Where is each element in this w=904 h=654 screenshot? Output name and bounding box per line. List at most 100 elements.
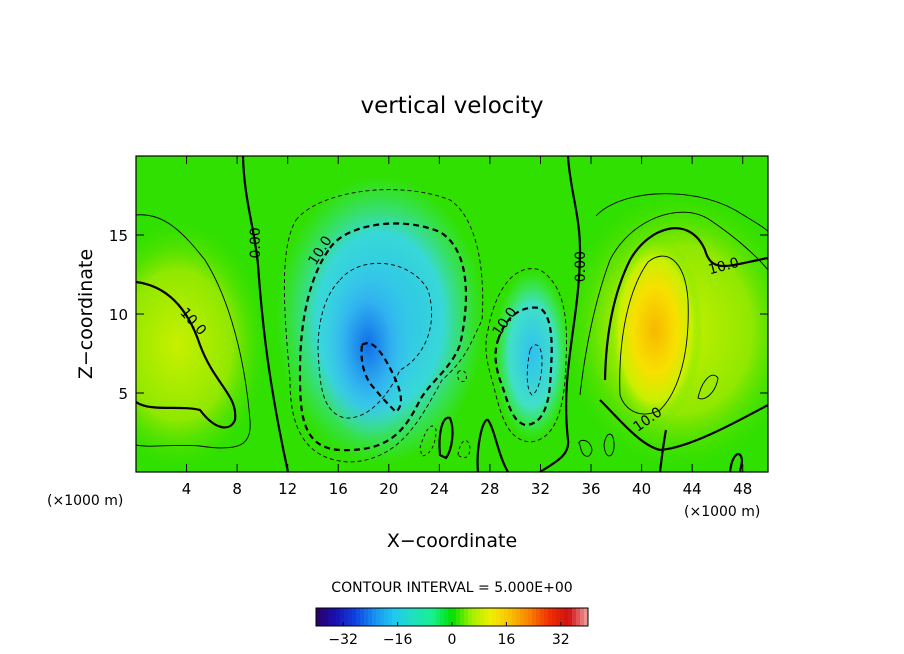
colorbar-cell	[348, 608, 353, 626]
colorbar-cell	[476, 608, 481, 626]
colorbar-cell	[408, 608, 413, 626]
contour-neg-20	[360, 342, 402, 414]
contour-label: 10.0	[707, 255, 741, 279]
x-axis: 4 8 12 16 20 24 28 32 36 40 44 48	[182, 156, 752, 498]
colorbar-cell	[480, 608, 485, 626]
colorbar-cell	[572, 608, 577, 626]
colorbar-cell	[520, 608, 525, 626]
contour-pos-right-15b	[697, 374, 719, 400]
colorbar-cell	[556, 608, 561, 626]
contour-zero-right	[539, 156, 582, 472]
colorbar-cell	[364, 608, 369, 626]
downdraft-core-region	[316, 250, 420, 440]
downdraft-small-region	[494, 270, 570, 440]
colorbar-cell	[396, 608, 401, 626]
x-tick-label: 20	[379, 480, 398, 498]
colorbar-cell	[344, 608, 349, 626]
colorbar-tick-label: 0	[448, 632, 457, 648]
contour-pos-right-10	[603, 227, 768, 381]
colorbar-cell	[368, 608, 373, 626]
colorbar-cell	[584, 608, 589, 626]
colorbar-cell	[400, 608, 405, 626]
colorbar-tick-label: 16	[497, 632, 515, 648]
colorbar-cell	[580, 608, 585, 626]
x-tick-label: 36	[581, 480, 600, 498]
colorbar-cell	[504, 608, 509, 626]
contour-pos-right-5	[595, 193, 768, 233]
colorbar-cells	[316, 608, 589, 626]
contour-pos-right-5b	[579, 211, 768, 396]
contour-pos-right-10b	[599, 399, 768, 452]
colorbar-cell	[552, 608, 557, 626]
colorbar-cell	[416, 608, 421, 626]
x-tick-label: 44	[683, 480, 702, 498]
x-tick-label: 16	[329, 480, 348, 498]
colorbar-cell	[440, 608, 445, 626]
colorbar-cell	[500, 608, 505, 626]
contour-zero-left	[241, 156, 290, 472]
contour-bottom-dash-2	[457, 369, 467, 383]
colorbar-cell	[316, 608, 321, 626]
contour-bottom-mid	[438, 416, 454, 460]
colorbar-cell	[380, 608, 385, 626]
colorbar-cell	[508, 608, 513, 626]
y-tick-label: 15	[109, 227, 128, 245]
colorbar-cell	[404, 608, 409, 626]
colorbar-cell	[536, 608, 541, 626]
colorbar-cell	[424, 608, 429, 626]
colorbar-cell	[356, 608, 361, 626]
colorbar-cell	[336, 608, 341, 626]
colorbar-cell	[388, 608, 393, 626]
colorbar-cell	[568, 608, 573, 626]
colorbar-ticks: −32 −16 0 16 32	[328, 622, 570, 648]
contour-label: 0.00	[248, 227, 264, 258]
x-unit-right: (×1000 m)	[684, 504, 760, 520]
chart-title: vertical velocity	[361, 93, 544, 119]
x-tick-label: 8	[232, 480, 242, 498]
colorbar-cell	[488, 608, 493, 626]
contour-pos-left-10	[136, 280, 237, 429]
colorbar-cell	[360, 608, 365, 626]
colorbar-cell	[472, 608, 477, 626]
updraft-left-region	[136, 220, 268, 470]
colorbar-cell	[540, 608, 545, 626]
colorbar-cell	[456, 608, 461, 626]
contour-pos-right-15	[619, 255, 689, 415]
x-tick-label: 24	[430, 480, 449, 498]
contour-neg-small-15	[526, 344, 543, 396]
contour-neg-10	[298, 222, 468, 452]
colorbar-cell	[392, 608, 397, 626]
colorbar-cell	[576, 608, 581, 626]
colorbar-cell	[560, 608, 565, 626]
contour-bottom-dash-1	[419, 425, 437, 457]
colorbar-cell	[436, 608, 441, 626]
colorbar-tick-label: 32	[552, 632, 570, 648]
x-tick-label: 28	[480, 480, 499, 498]
y-tick-label: 10	[109, 306, 128, 324]
colorbar-cell	[544, 608, 549, 626]
colorbar-cell	[448, 608, 453, 626]
colorbar-cell	[464, 608, 469, 626]
x-tick-label: 32	[531, 480, 550, 498]
colorbar-cell	[468, 608, 473, 626]
colorbar-cell	[372, 608, 377, 626]
colorbar-cell	[548, 608, 553, 626]
colorbar-cell	[384, 608, 389, 626]
colorbar-cell	[428, 608, 433, 626]
contour-bottom-dash-3	[457, 440, 471, 459]
contour-label: 0.00	[573, 251, 589, 282]
contour-neg-5	[283, 189, 484, 463]
colorbar-cell	[512, 608, 517, 626]
colorbar: −32 −16 0 16 32	[315, 607, 589, 648]
contour-bottom-small-1	[578, 439, 593, 457]
x-axis-label: X−coordinate	[387, 530, 517, 552]
colorbar-cell	[340, 608, 345, 626]
colorbar-cell	[332, 608, 337, 626]
colorbar-tick-label: −32	[328, 632, 358, 648]
contour-neg-15	[317, 262, 433, 419]
colorbar-cell	[444, 608, 449, 626]
colorbar-cell	[524, 608, 529, 626]
colorbar-cell	[432, 608, 437, 626]
x-tick-label: 48	[733, 480, 752, 498]
